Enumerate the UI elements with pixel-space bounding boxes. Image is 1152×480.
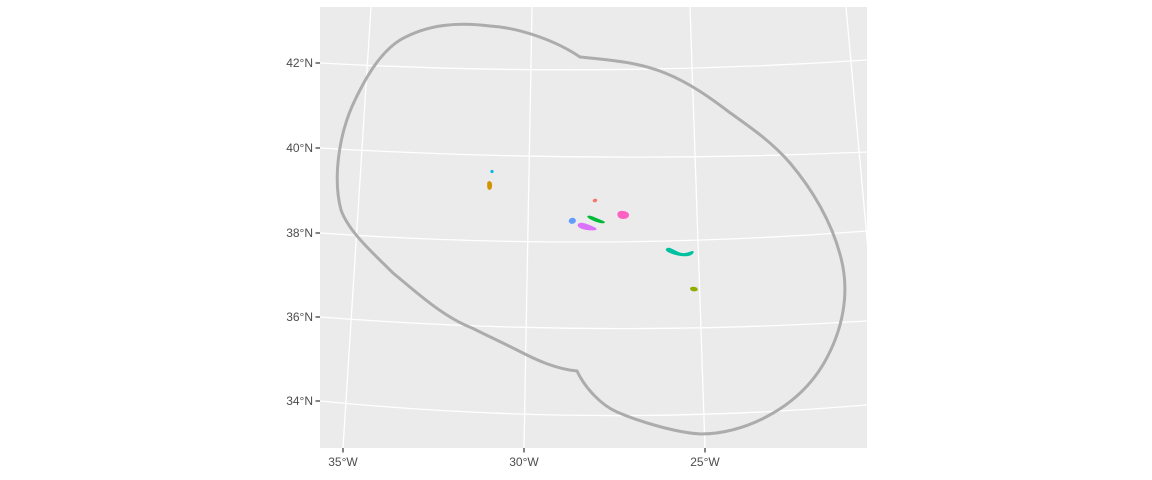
island-sao-miguel (665, 247, 694, 257)
gridline-meridian-30w (523, 7, 533, 448)
y-axis-label-34n: 34°N (286, 394, 313, 408)
y-axis-label-36n: 36°N (286, 310, 313, 324)
gridline-parallel-42n (320, 59, 867, 71)
gridline-parallel-38n (320, 230, 867, 243)
island-flores (487, 181, 493, 190)
island-corvo (490, 169, 494, 174)
x-axis-label-25w: 25°W (690, 455, 720, 469)
island-sao-jorge (587, 215, 605, 224)
island-pico (577, 222, 597, 231)
boundary-layer (335, 22, 847, 436)
x-axis-label-35w: 35°W (328, 455, 358, 469)
island-santa-maria (690, 286, 698, 292)
eez-boundary-outline (335, 22, 847, 436)
graticule (320, 7, 867, 448)
island-terceira (617, 210, 630, 219)
gridline-parallel-34n (320, 400, 867, 417)
island-graciosa (592, 198, 598, 203)
gridline-meridian-20w (845, 7, 867, 246)
island-faial (568, 217, 576, 224)
y-axis-label-40n: 40°N (286, 141, 313, 155)
gridline-meridian-25w (689, 7, 706, 448)
gridline-parallel-36n (320, 316, 867, 330)
axis-labels: 42°N 40°N 38°N 36°N 34°N 35°W 30°W 25°W (286, 56, 720, 469)
axis-ticks (315, 62, 706, 453)
y-axis-label-42n: 42°N (286, 56, 313, 70)
x-axis-label-30w: 30°W (509, 455, 539, 469)
y-axis-label-38n: 38°N (286, 226, 313, 240)
gridline-parallel-40n (320, 147, 867, 158)
islands-layer (487, 169, 698, 292)
